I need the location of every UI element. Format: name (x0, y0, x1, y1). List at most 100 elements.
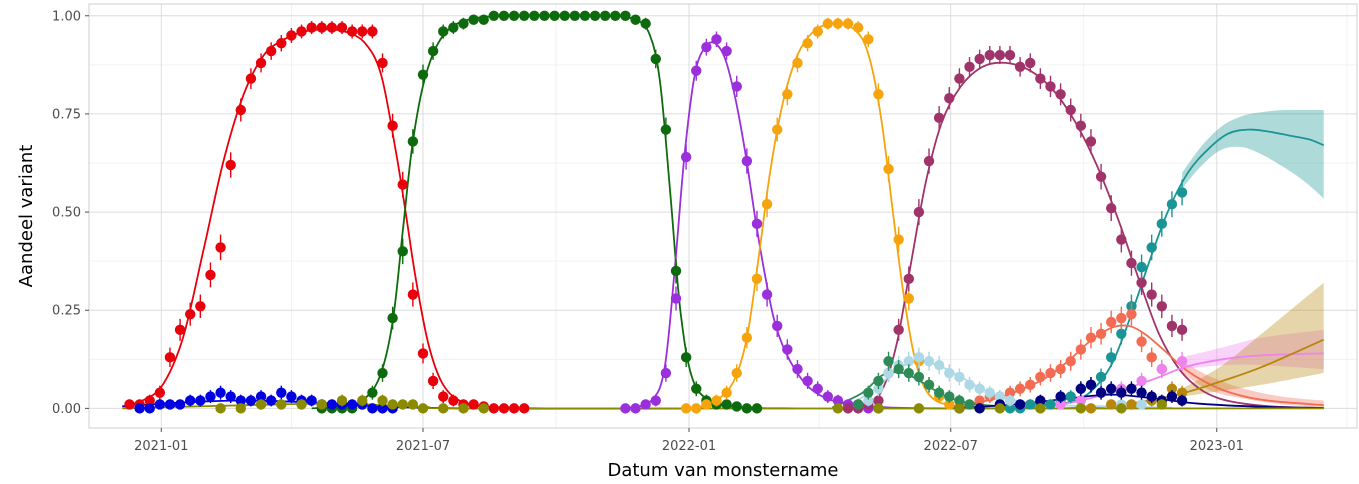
data-point (1136, 261, 1147, 273)
data-point (276, 387, 287, 398)
data-point (1065, 104, 1076, 116)
data-point (640, 399, 651, 410)
data-point (1045, 81, 1056, 92)
data-point (630, 14, 641, 25)
data-point (1146, 391, 1157, 402)
data-point (792, 57, 803, 69)
data-point (235, 403, 247, 414)
data-point (1055, 89, 1066, 100)
data-point (964, 379, 975, 391)
y-axis-title: Aandeel variant (16, 145, 37, 288)
data-point (670, 265, 682, 277)
data-point (1136, 387, 1147, 398)
data-point (316, 22, 327, 33)
data-point (701, 41, 712, 53)
data-point (873, 375, 884, 387)
data-point (367, 26, 378, 37)
data-point (751, 218, 763, 230)
data-point (1156, 363, 1168, 375)
data-point (680, 403, 692, 414)
data-point (478, 403, 489, 414)
data-point (873, 403, 884, 414)
data-point (944, 391, 955, 402)
series-confidence-band (1182, 282, 1324, 397)
data-point (235, 395, 247, 406)
data-point (255, 57, 267, 69)
data-point (994, 403, 1006, 414)
data-point (1176, 187, 1188, 198)
data-point (488, 10, 500, 21)
data-point (792, 363, 803, 375)
data-point (144, 403, 155, 414)
data-point (630, 403, 641, 414)
data-point (1156, 399, 1168, 410)
data-point (701, 399, 712, 410)
data-point (974, 403, 985, 414)
data-point (235, 104, 247, 116)
data-point (832, 18, 844, 29)
data-point (508, 10, 520, 21)
plot-frame (88, 3, 1358, 429)
data-point (1156, 218, 1168, 230)
data-point (1035, 403, 1046, 414)
data-point (1065, 391, 1076, 402)
data-point (1166, 391, 1178, 402)
data-point (326, 399, 338, 410)
data-point (903, 356, 914, 367)
data-point (1025, 57, 1036, 69)
data-point (772, 320, 783, 332)
data-point (974, 383, 985, 394)
data-point (549, 10, 560, 21)
data-point (427, 45, 439, 57)
observed-points (124, 10, 1188, 414)
data-point (276, 399, 287, 410)
data-point (782, 89, 793, 100)
data-point (195, 301, 206, 312)
data-point (1085, 332, 1097, 343)
data-point (893, 234, 904, 245)
data-point (174, 324, 186, 336)
data-point (185, 308, 196, 320)
data-point (589, 10, 601, 21)
data-point (529, 10, 540, 21)
data-point (741, 403, 753, 414)
x-axis-ticks: 2021-01 2021-07 2022-01 2022-07 2023-01 (134, 428, 1244, 454)
data-point (1075, 395, 1087, 406)
data-point (215, 403, 226, 414)
data-point (579, 10, 591, 21)
data-point (721, 45, 732, 57)
data-point (438, 391, 449, 402)
data-point (286, 30, 297, 41)
data-point (185, 395, 196, 406)
data-point (812, 26, 823, 37)
data-point (660, 367, 672, 379)
data-point (498, 403, 510, 414)
data-point (296, 399, 307, 410)
data-point (893, 363, 904, 375)
data-point (1055, 391, 1066, 402)
data-point (994, 391, 1006, 402)
data-point (357, 395, 368, 406)
data-point (903, 367, 914, 379)
data-point (154, 399, 166, 410)
data-point (923, 356, 935, 367)
data-point (1014, 399, 1026, 410)
data-point (397, 399, 408, 410)
data-point (1146, 289, 1157, 300)
data-point (1106, 352, 1117, 363)
data-point (731, 367, 742, 379)
data-point (1095, 371, 1107, 383)
data-point (488, 403, 500, 414)
data-point (205, 269, 216, 281)
data-point (772, 124, 783, 135)
data-point (1035, 73, 1046, 84)
data-point (377, 395, 388, 406)
data-point (620, 403, 631, 414)
data-point (711, 395, 722, 406)
data-point (1116, 234, 1127, 245)
data-point (1075, 344, 1087, 355)
data-point (741, 155, 753, 167)
data-point (1176, 395, 1188, 406)
y-tick-label: 0.50 (52, 206, 81, 221)
data-point (903, 293, 914, 304)
